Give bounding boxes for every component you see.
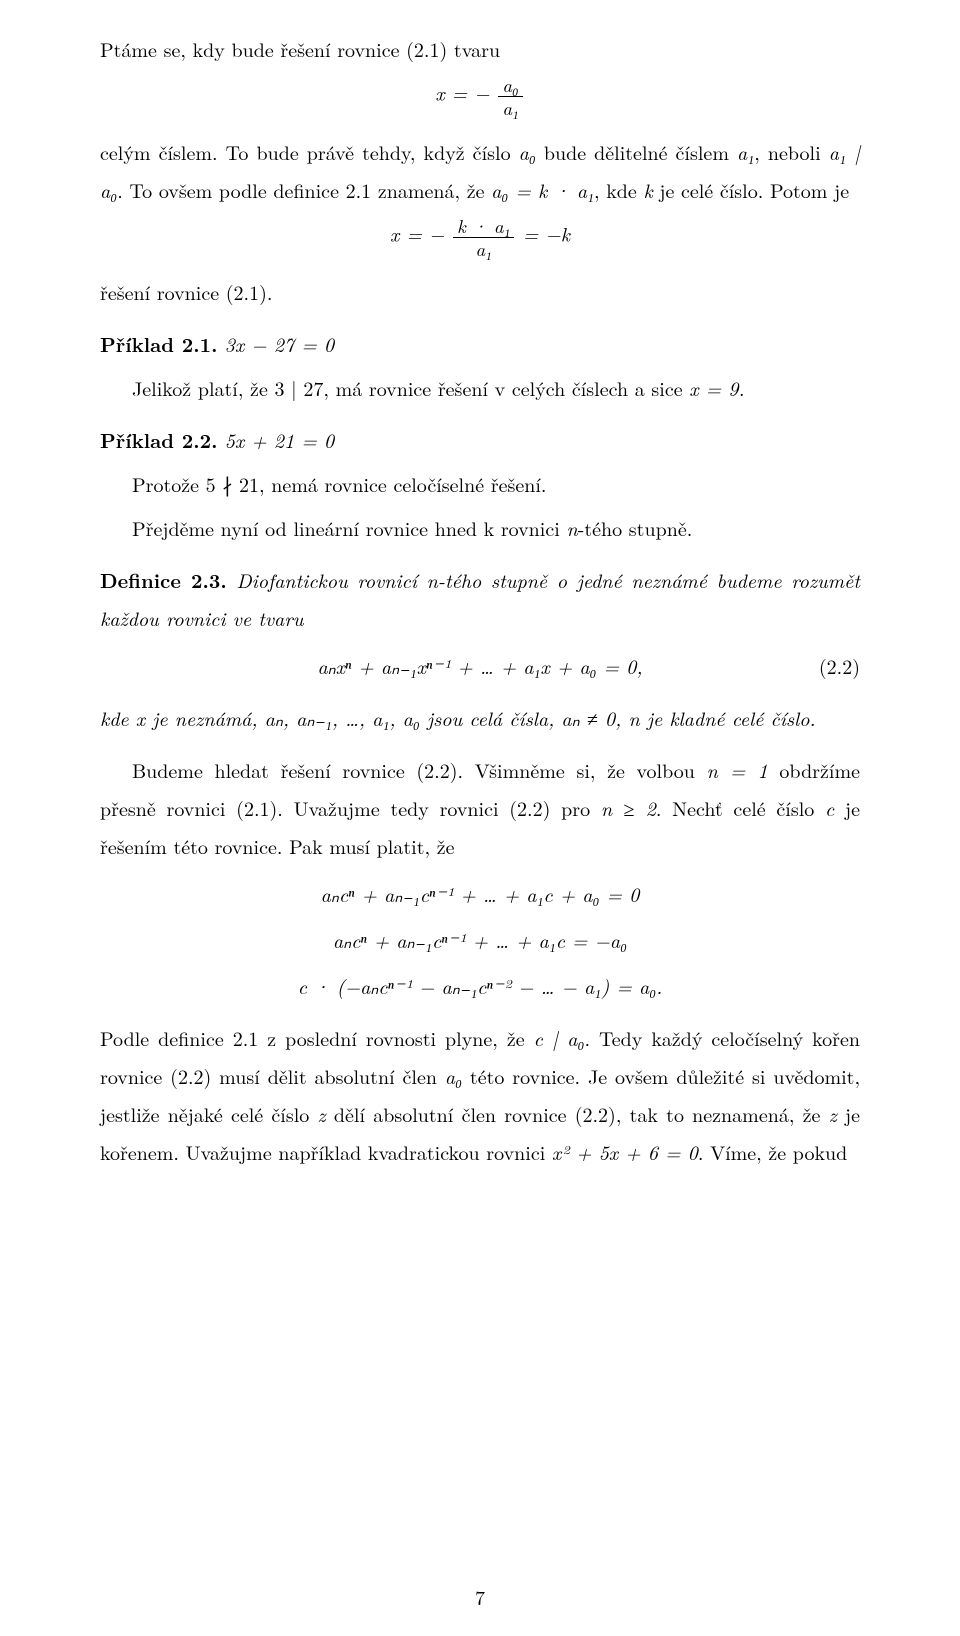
eq-rhs: = −k [523,218,570,247]
sym-a0: a₀ [519,137,536,166]
fraction: a₀ a₁ [498,74,522,119]
para-solution-21: řešení rovnice (2.1). [100,273,860,311]
text: -tého stupně. [578,513,693,542]
eq-lhs: x = − [435,78,489,107]
sym-n: n [566,513,577,542]
page: Ptáme se, kdy bude řešení rovnice (2.1) … [0,0,960,1636]
para-intro: Ptáme se, kdy bude řešení rovnice (2.1) … [100,30,860,68]
example-label: Příklad 2.1. [100,329,217,358]
text: Podle definice 2.1 z poslední rovnosti p… [100,1023,534,1052]
example-2-1-body: Jelikož platí, že 3 | 27, má rovnice řeš… [100,369,860,407]
fraction: k · a₁ a₁ [453,215,514,260]
text: Jelikož platí, že 3 | 27, má rovnice řeš… [132,373,689,402]
sym-k: k [643,175,652,204]
denominator: a₁ [453,238,514,260]
sym-a0b: a₀ [445,1061,462,1090]
equation-block: aₙcⁿ + aₙ₋₁cⁿ⁻¹ + … + a₁c + a₀ = 0 aₙcⁿ … [100,875,860,1005]
equation-2-2: aₙxⁿ + aₙ₋₁xⁿ⁻¹ + … + a₁x + a₀ = 0, (2.2… [100,647,860,685]
text: bude dělitelné číslem [536,137,737,166]
eq-number: (2.2) [819,647,860,685]
text: je celé číslo. Potom je [653,175,849,204]
sym-n1: n = 1 [707,755,768,784]
text: , neboli [754,137,828,166]
sym-z: z [317,1099,325,1128]
page-number: 7 [0,1578,960,1616]
sym-quad: x² + 5x + 6 = 0 [552,1137,698,1166]
para-transition: Přejděme nyní od lineární rovnice hned k… [100,509,860,547]
text: . Nechť celé číslo [656,793,825,822]
eq-line-3: c · (−aₙcⁿ⁻¹ − aₙ₋₁cⁿ⁻² − … − a₁) = a₀. [298,967,663,1005]
text: dělí absolutní člen rovnice (2.2), tak t… [326,1099,829,1128]
example-2-2: Příklad 2.2. 5x + 21 = 0 [100,421,860,459]
example-2-2-body: Protože 5 ∤ 21, nemá rovnice celočíselné… [100,465,860,503]
eq-line-1: aₙcⁿ + aₙ₋₁cⁿ⁻¹ + … + a₁c + a₀ = 0 [321,875,640,913]
text: celým číslem. To bude právě tehdy, když … [100,137,519,166]
eq-body: aₙxⁿ + aₙ₋₁xⁿ⁻¹ + … + a₁x + a₀ = 0, [317,647,642,685]
definition-2-3: Definice 2.3. Diofantickou rovnicí n-téh… [100,561,860,637]
example-eq: 3x − 27 = 0 [217,329,334,358]
example-2-1: Příklad 2.1. 3x − 27 = 0 [100,325,860,363]
example-label: Příklad 2.2. [100,425,217,454]
eq-lhs: x = − [390,218,444,247]
sym-z2: z [829,1099,837,1128]
sym-a1: a₁ [737,137,754,166]
example-eq: 5x + 21 = 0 [217,425,334,454]
denominator: a₁ [498,97,522,119]
sym-x9: x = 9. [689,373,744,402]
sym-ca0: c | a₀ [534,1023,585,1052]
sym-c: c [825,793,834,822]
text: , kde [594,175,643,204]
para-divisibility: celým číslem. To bude právě tehdy, když … [100,133,860,209]
equation-x-ka1: x = − k · a₁ a₁ = −k [100,215,860,260]
para-conclusion: Podle definice 2.1 z poslední rovnosti p… [100,1019,860,1171]
text: Budeme hledat řešení rovnice (2.2). Všim… [132,755,707,784]
sym-n2: n ≥ 2 [601,793,656,822]
text: Přejděme nyní od lineární rovnice hned k… [132,513,566,542]
definition-label: Definice 2.3. [100,565,227,594]
sym-a0ka1: a₀ = k · a₁ [491,175,594,204]
definition-2-3-cond: kde x je neznámá, aₙ, aₙ₋₁, …, a₁, a₀ js… [100,699,860,737]
eq-line-2: aₙcⁿ + aₙ₋₁cⁿ⁻¹ + … + a₁c = −a₀ [333,921,627,959]
text: . To ovšem podle definice 2.1 znamená, ž… [117,175,491,204]
para-find-solution: Budeme hledat řešení rovnice (2.2). Všim… [100,751,860,865]
equation-x-a0-a1: x = − a₀ a₁ [100,74,860,119]
text: . Víme, že pokud [698,1137,847,1166]
